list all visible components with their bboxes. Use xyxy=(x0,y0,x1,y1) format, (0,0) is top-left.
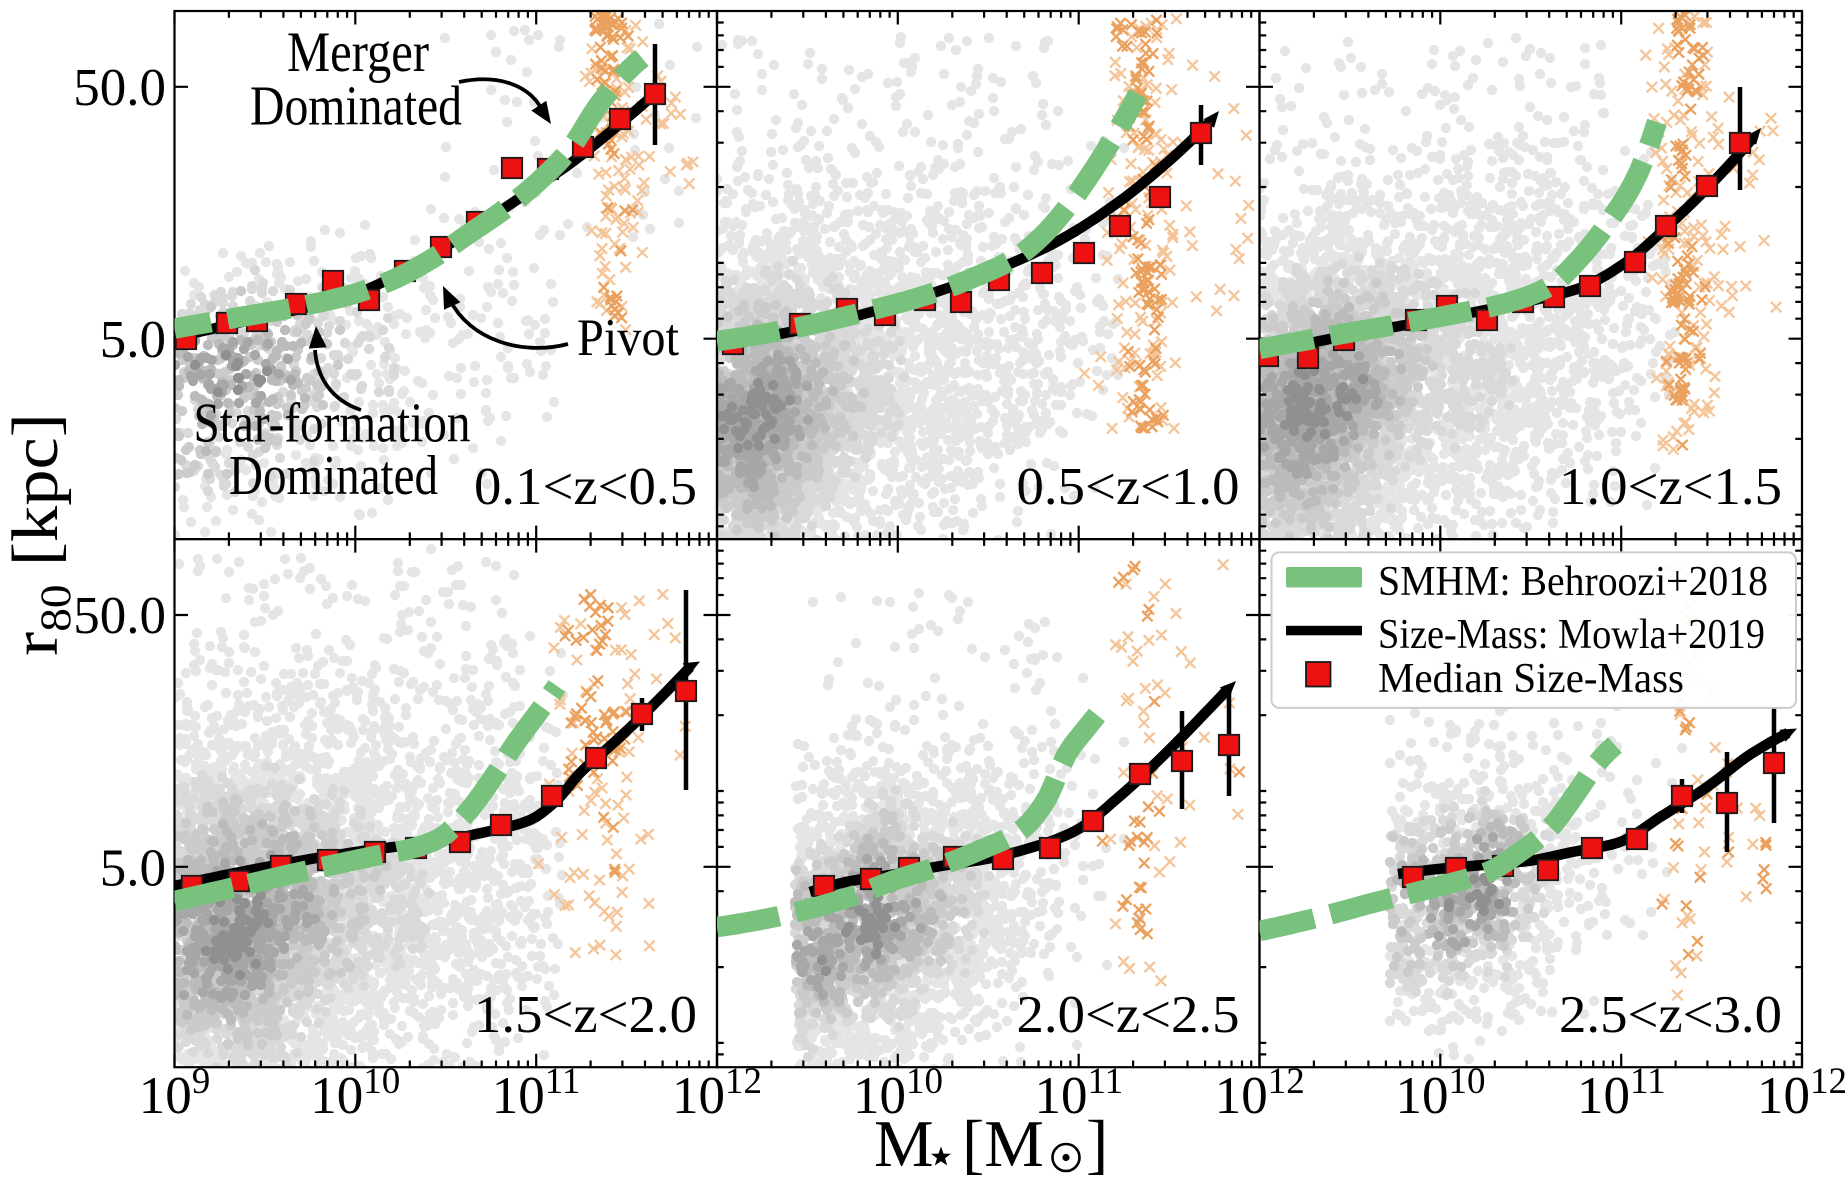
svg-text:Pivot: Pivot xyxy=(577,309,679,367)
svg-text:1.5<z<2.0: 1.5<z<2.0 xyxy=(474,986,697,1044)
svg-text:Median Size-Mass: Median Size-Mass xyxy=(1378,656,1684,702)
svg-text:1011: 1011 xyxy=(492,1061,581,1125)
svg-text:5.0: 5.0 xyxy=(100,311,166,369)
svg-text:[M: [M xyxy=(962,1107,1044,1181)
svg-text:1010: 1010 xyxy=(853,1061,943,1125)
svg-text:1012: 1012 xyxy=(1215,1061,1305,1125)
svg-text:Dominated: Dominated xyxy=(250,76,462,138)
svg-text:1010: 1010 xyxy=(1396,1061,1486,1125)
svg-text:Merger: Merger xyxy=(287,21,429,84)
svg-text:0.1<z<0.5: 0.1<z<0.5 xyxy=(474,458,697,516)
svg-text:M: M xyxy=(874,1107,934,1181)
svg-text:1.0<z<1.5: 1.0<z<1.5 xyxy=(1559,458,1782,516)
svg-text:2.0<z<2.5: 2.0<z<2.5 xyxy=(1017,986,1240,1044)
svg-text:Dominated: Dominated xyxy=(229,445,438,507)
svg-text:5.0: 5.0 xyxy=(100,839,166,897)
svg-text:50.0: 50.0 xyxy=(73,587,166,645)
svg-text:SMHM: Behroozi+2018: SMHM: Behroozi+2018 xyxy=(1378,559,1768,605)
svg-text:50.0: 50.0 xyxy=(73,59,166,117)
svg-text:0.5<z<1.0: 0.5<z<1.0 xyxy=(1017,458,1240,516)
svg-text:Size-Mass: Mowla+2019: Size-Mass: Mowla+2019 xyxy=(1378,612,1765,658)
svg-text:]: ] xyxy=(1086,1107,1108,1181)
svg-text:2.5<z<3.0: 2.5<z<3.0 xyxy=(1559,986,1782,1044)
svg-text:Star-formation: Star-formation xyxy=(194,393,471,455)
